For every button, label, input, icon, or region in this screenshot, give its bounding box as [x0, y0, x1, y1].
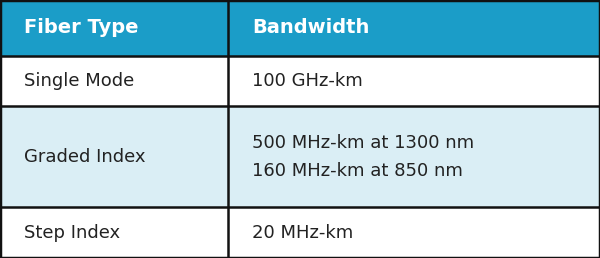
Text: Fiber Type: Fiber Type — [24, 18, 139, 37]
Text: 500 MHz-km at 1300 nm
160 MHz-km at 850 nm: 500 MHz-km at 1300 nm 160 MHz-km at 850 … — [252, 134, 474, 180]
Text: 20 MHz-km: 20 MHz-km — [252, 224, 353, 242]
Text: 100 GHz-km: 100 GHz-km — [252, 72, 363, 90]
Text: Graded Index: Graded Index — [24, 148, 146, 166]
Text: Bandwidth: Bandwidth — [252, 18, 370, 37]
Text: Single Mode: Single Mode — [24, 72, 134, 90]
Text: Step Index: Step Index — [24, 224, 120, 242]
Bar — [0, 56, 600, 106]
Bar — [0, 0, 600, 56]
Bar — [0, 106, 600, 207]
Bar — [0, 207, 600, 258]
